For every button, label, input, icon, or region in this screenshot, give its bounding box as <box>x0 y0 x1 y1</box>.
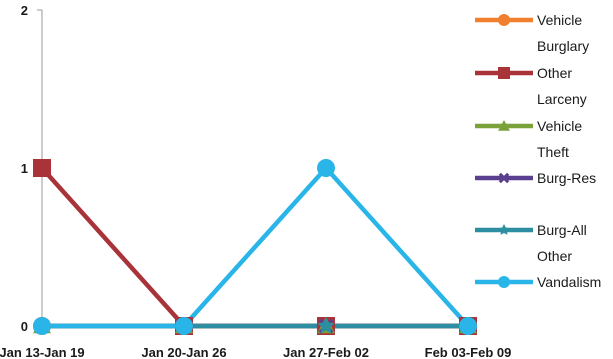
legend-swatch-marker <box>498 224 510 235</box>
y-tick-label: 0 <box>21 319 28 334</box>
x-tick-label: Jan 20-Jan 26 <box>141 345 226 359</box>
axes: 0 1 2 Jan 13-Jan 19 Jan 20-Jan 26 Jan 27-Feb … <box>0 3 511 359</box>
x-tick-label: Jan 27-Feb 02 <box>283 345 369 359</box>
legend-label: Burg-Res <box>537 170 596 186</box>
legend-label: Larceny <box>537 91 587 107</box>
data-point-other-larceny <box>33 159 51 177</box>
y-tick-label: 2 <box>21 3 28 18</box>
data-point-vandalism <box>33 317 51 335</box>
legend-item-vehicle-theft: Vehicle Theft <box>475 118 582 160</box>
legend-item-burg-all-other: Burg-All Other <box>475 222 587 264</box>
series-markers <box>33 159 477 335</box>
legend-swatch-marker <box>498 120 510 131</box>
legend-swatch-marker <box>498 14 510 26</box>
series-line-vandalism <box>42 165 470 329</box>
legend-swatch-marker <box>498 172 510 184</box>
data-point-vandalism <box>317 159 335 177</box>
legend-label: Vehicle <box>537 118 582 134</box>
data-point-burg-all-other <box>317 317 335 334</box>
y-tick-label: 1 <box>21 161 28 176</box>
legend-label: Burglary <box>537 38 589 54</box>
legend-label: Other <box>537 248 572 264</box>
x-tick-label: Feb 03-Feb 09 <box>425 345 512 359</box>
legend-label: Other <box>537 65 572 81</box>
legend-item-burg-res: Burg-Res <box>475 170 596 186</box>
legend-label: Burg-All <box>537 222 587 238</box>
legend-item-vandalism: Vandalism <box>475 274 601 290</box>
data-point-vandalism <box>459 317 477 335</box>
legend-swatch-marker <box>498 67 510 79</box>
data-point-vandalism <box>175 317 193 335</box>
legend: Vehicle Burglary Other Larceny Vehicle Theft B… <box>475 12 601 290</box>
legend-label: Vehicle <box>537 12 582 28</box>
x-tick-label: Jan 13-Jan 19 <box>0 345 85 359</box>
legend-label: Theft <box>537 144 569 160</box>
legend-swatch-marker <box>498 276 510 288</box>
series-lines <box>40 165 470 329</box>
legend-item-vehicle-burglary: Vehicle Burglary <box>475 12 589 54</box>
legend-item-other-larceny: Other Larceny <box>475 65 587 107</box>
legend-label: Vandalism <box>537 274 601 290</box>
legend-swatch-marker-stroke <box>498 172 510 184</box>
